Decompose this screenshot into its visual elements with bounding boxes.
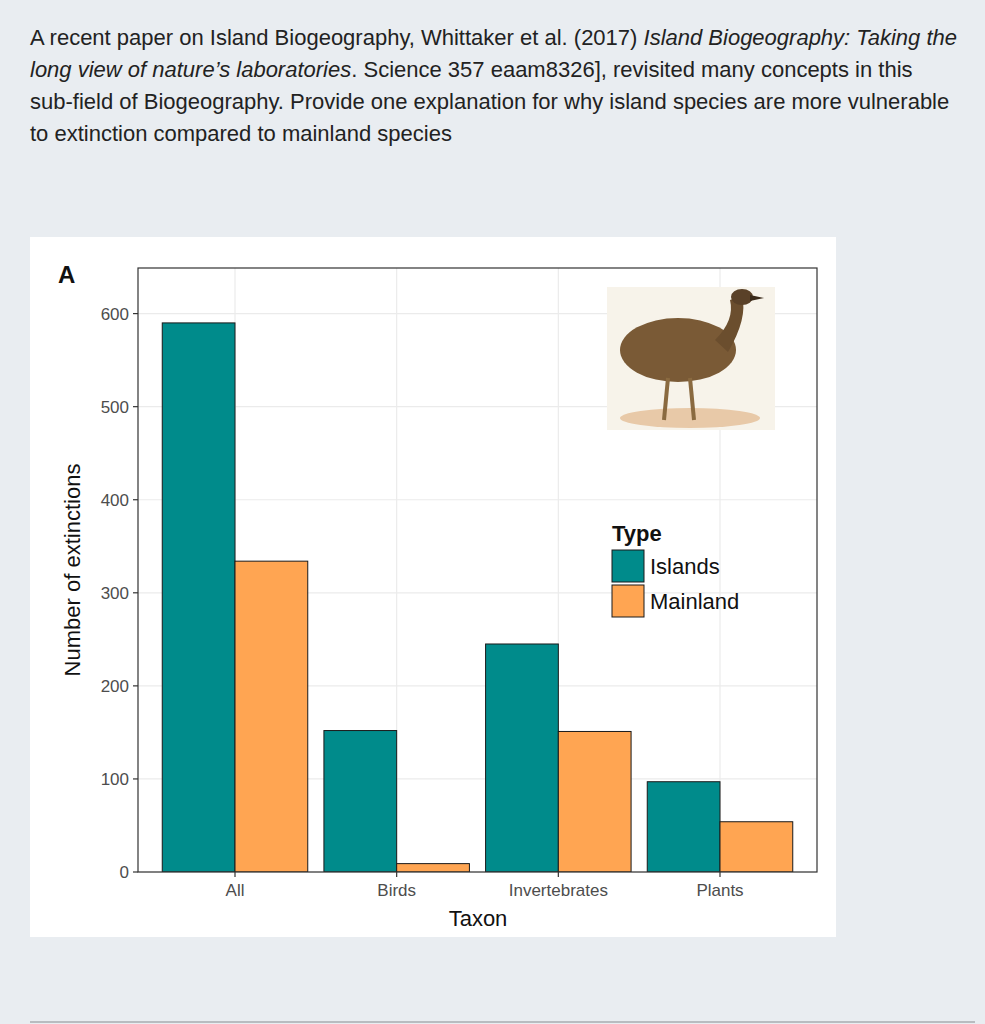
- bird-head: [731, 289, 753, 305]
- tick: [234, 872, 235, 877]
- tick: [719, 872, 720, 877]
- tick: [133, 406, 138, 407]
- tick-label: 100: [101, 770, 129, 789]
- separator: [30, 1021, 975, 1023]
- grid-line: [138, 499, 817, 500]
- bird-illustration: [607, 287, 775, 430]
- tick-label: 0: [120, 863, 129, 882]
- legend-title: Type: [612, 521, 662, 546]
- panel-label: A: [58, 261, 75, 288]
- bar: [486, 644, 559, 872]
- tick-label: All: [226, 881, 245, 900]
- tick: [133, 313, 138, 314]
- legend-swatch: [612, 585, 644, 617]
- bar: [235, 561, 308, 872]
- bar: [647, 782, 720, 872]
- question-text: A recent paper on Island Biogeography, W…: [30, 25, 644, 50]
- tick: [133, 871, 138, 872]
- picture-bg: [607, 287, 775, 430]
- tick-label: Plants: [696, 881, 743, 900]
- tick-label: 300: [101, 584, 129, 603]
- bird-leg: [664, 378, 668, 420]
- x-axis-label: Taxon: [449, 906, 508, 931]
- bird-leg: [690, 378, 694, 420]
- chart-panel: [30, 237, 836, 937]
- legend-label: Islands: [650, 554, 720, 579]
- bar: [720, 822, 793, 872]
- bird-body: [620, 318, 736, 382]
- tick: [133, 499, 138, 500]
- legend: Type Islands Mainland: [612, 521, 739, 617]
- tick: [133, 778, 138, 779]
- tick-label: 600: [101, 305, 129, 324]
- tick: [396, 872, 397, 877]
- tick-label: 200: [101, 677, 129, 696]
- ground: [620, 408, 760, 428]
- legend-label: Mainland: [650, 589, 739, 614]
- question: A recent paper on Island Biogeography, W…: [30, 22, 960, 150]
- bar: [324, 731, 397, 872]
- legend-swatch: [612, 550, 644, 582]
- tick-label: Invertebrates: [509, 881, 608, 900]
- bird-beak: [750, 295, 764, 301]
- tick-label: 400: [101, 491, 129, 510]
- bar: [162, 323, 235, 872]
- tick: [558, 872, 559, 877]
- y-axis-label: Number of extinctions: [60, 464, 85, 677]
- plot-frame: [138, 268, 817, 872]
- bar: [397, 864, 470, 872]
- bar: [558, 731, 631, 872]
- tick-label: Birds: [377, 881, 416, 900]
- tick: [133, 592, 138, 593]
- tick-label: 500: [101, 398, 129, 417]
- tick: [133, 685, 138, 686]
